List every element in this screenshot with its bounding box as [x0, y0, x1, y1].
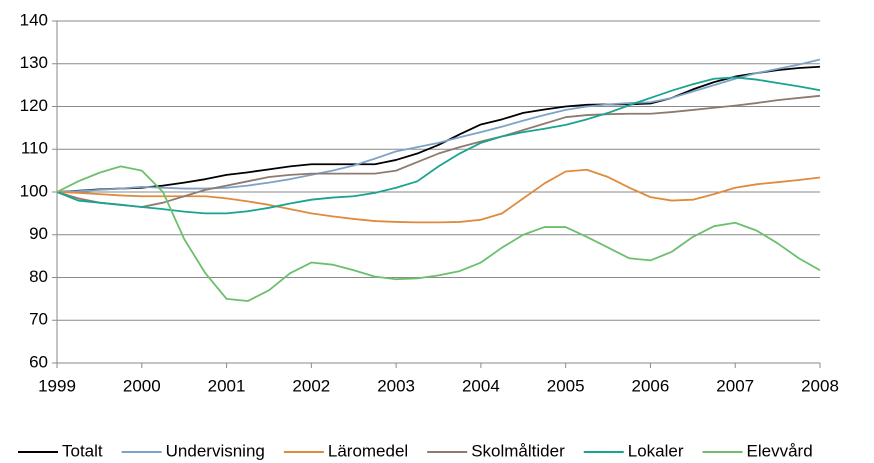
y-tick-label: 80	[29, 267, 48, 286]
series-line	[56, 76, 821, 215]
legend-label: Elevvård	[747, 441, 813, 460]
x-tick-label: 2004	[462, 376, 500, 395]
legend-label: Totalt	[62, 441, 103, 460]
y-tick-label: 100	[20, 181, 48, 200]
y-tick-label: 60	[29, 352, 48, 371]
x-tick-label: 2000	[123, 376, 161, 395]
x-tick-label: 2003	[377, 376, 415, 395]
legend-label: Lokaler	[628, 441, 684, 460]
x-tick-label: 2007	[716, 376, 754, 395]
series-line	[56, 168, 821, 224]
series-line	[56, 165, 821, 302]
y-tick-label: 130	[20, 53, 48, 72]
legend-label: Skolmåltider	[471, 441, 565, 460]
x-tick-label: 1999	[38, 376, 76, 395]
y-tick-label: 70	[29, 310, 48, 329]
legend-label: Läromedel	[328, 441, 408, 460]
series-line	[56, 94, 821, 208]
x-tick-label: 2006	[632, 376, 670, 395]
y-tick-label: 90	[29, 224, 48, 243]
series-line	[56, 65, 821, 193]
y-tick-label: 110	[21, 139, 48, 158]
y-tick-label: 120	[20, 96, 48, 115]
legend-label: Undervisning	[166, 441, 265, 460]
y-tick-label: 140	[20, 10, 48, 29]
x-tick-label: 2002	[292, 376, 330, 395]
x-tick-label: 2005	[547, 376, 585, 395]
series-line	[56, 58, 821, 193]
x-tick-label: 2001	[208, 376, 246, 395]
x-tick-label: 2008	[801, 376, 839, 395]
